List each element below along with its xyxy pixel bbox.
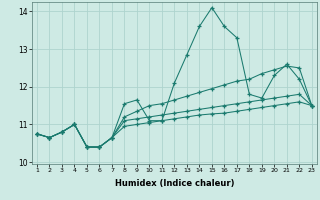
- X-axis label: Humidex (Indice chaleur): Humidex (Indice chaleur): [115, 179, 234, 188]
